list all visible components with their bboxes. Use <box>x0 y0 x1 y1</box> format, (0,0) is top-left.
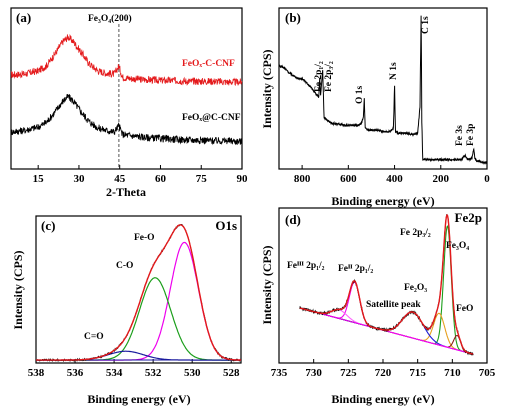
annot-fe2-2p12: Feᴵᴵ 2p₁/₂ <box>338 264 373 274</box>
annot-fe-o: Fe-O <box>134 233 155 243</box>
x-tick-label: 534 <box>106 367 123 379</box>
x-tick-label: 400 <box>386 173 403 185</box>
raw-spectrum <box>35 223 242 363</box>
annot-o1s: O 1s <box>355 85 365 104</box>
reference-line-label: Fe₃O₄(200) <box>88 13 132 24</box>
component-peak <box>36 350 241 361</box>
panel-c: 538 536 534 532 530 528 (c) O1s Intensity (CP… <box>11 215 242 406</box>
panel-d: 735 730 725 720 715 710 705 (d) Fe2p Intensity… <box>260 207 496 406</box>
x-tick-label: 536 <box>67 367 84 379</box>
x-tick-label: 800 <box>294 173 311 185</box>
annot-c-eq-o: C=O <box>84 332 104 342</box>
x-tick-label: 730 <box>305 367 322 379</box>
annot-fe3s: Fe 3s <box>455 125 465 146</box>
panel-a: 15 30 45 60 75 90 (a) Fe₃O₄(200) FeOₓ-C-CNF F… <box>10 7 249 199</box>
panel-c-corner-label: O1s <box>215 218 237 233</box>
series-label-feox-at-c-cnf: FeOₓ@C-CNF <box>182 113 241 123</box>
panel-d-corner-label: Fe2p <box>455 210 482 225</box>
panel-b-ylabel: Intensity (CPS) <box>260 49 274 128</box>
panel-a-xlabel: 2-Theta <box>106 185 146 199</box>
x-tick-label: 720 <box>375 367 392 379</box>
annot-n1s: N 1s <box>389 62 399 80</box>
panel-c-label: (c) <box>41 218 55 233</box>
panel-a-label: (a) <box>16 10 31 25</box>
component-peak <box>36 277 241 361</box>
panel-b: 800 600 400 200 0 (b) Intensity (CPS) Bindin… <box>260 7 490 208</box>
panel-c-frame <box>35 215 242 364</box>
x-tick-label: 735 <box>271 367 288 379</box>
panel-d-ylabel: Intensity (CPS) <box>260 245 274 324</box>
series-line <box>10 93 243 146</box>
panel-c-ylabel: Intensity (CPS) <box>11 250 25 329</box>
x-tick-label: 15 <box>33 173 45 185</box>
x-tick-label: 705 <box>479 367 496 379</box>
fit-envelope <box>36 224 241 361</box>
panel-c-xlabel: Binding energy (eV) <box>87 392 190 406</box>
x-tick-label: 75 <box>196 173 208 185</box>
annot-fe2p12: Fe 2p₁/₂ <box>314 61 324 92</box>
x-tick-label: 60 <box>155 173 167 185</box>
x-tick-label: 530 <box>184 367 201 379</box>
x-tick-label: 90 <box>237 173 249 185</box>
panel-b-label: (b) <box>285 10 301 25</box>
x-tick-label: 710 <box>444 367 461 379</box>
component-peak <box>36 241 241 361</box>
x-tick-label: 715 <box>409 367 426 379</box>
panel-a-frame <box>10 7 243 170</box>
annot-fe2p32-d: Fe 2p₃/₂ <box>400 228 431 238</box>
x-tick-label: 600 <box>340 173 357 185</box>
x-tick-label: 538 <box>28 367 45 379</box>
annot-fe2o3: Fe₂O₃ <box>404 283 427 293</box>
panel-b-xlabel: Binding energy (eV) <box>331 194 434 208</box>
annot-fe3o4: Fe₃O₄ <box>446 241 469 251</box>
panel-b-frame <box>278 7 488 170</box>
x-tick-label: 725 <box>340 367 357 379</box>
component-peak <box>299 281 474 355</box>
x-tick-label: 528 <box>223 367 240 379</box>
panel-d-label: (d) <box>285 212 301 227</box>
series-label-feox-c-cnf: FeOₓ-C-CNF <box>182 59 235 69</box>
annot-c-o: C-O <box>116 261 133 271</box>
panel-d-xlabel: Binding energy (eV) <box>331 392 434 406</box>
annot-fe3p: Fe 3p <box>466 124 476 146</box>
annot-satellite: Satellite peak <box>366 300 421 310</box>
annot-c1s: C 1s <box>421 16 431 34</box>
x-tick-label: 0 <box>484 173 490 185</box>
annot-fe2p32: Fe 2p₃/₂ <box>324 61 334 92</box>
annot-fe3-2p12: Feᴵᴵᴵ 2p₁/₂ <box>287 261 325 271</box>
series-line <box>10 33 243 86</box>
x-tick-label: 30 <box>73 173 85 185</box>
series-line <box>278 15 488 166</box>
annot-feo: FeO <box>456 304 473 314</box>
x-tick-label: 200 <box>433 173 450 185</box>
fit-envelope <box>299 213 474 355</box>
x-tick-label: 532 <box>145 367 162 379</box>
x-tick-label: 45 <box>114 173 126 185</box>
